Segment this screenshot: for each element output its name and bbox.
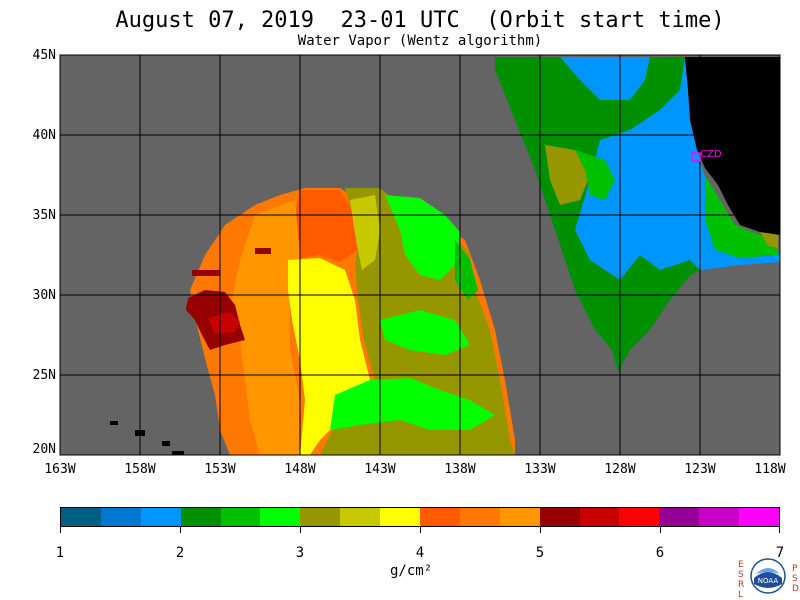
lat-label-30n: 30N bbox=[32, 288, 56, 303]
lon-label-148w: 148W bbox=[284, 462, 316, 477]
logo-letter-p: P bbox=[792, 564, 798, 574]
swath-lightorange-region bbox=[232, 200, 300, 455]
swath2-olive-region bbox=[545, 145, 590, 205]
colorbar-swatch bbox=[340, 508, 381, 526]
station-box-icon bbox=[691, 152, 701, 162]
logo-letter-s: S bbox=[738, 570, 744, 580]
swath-darkorange-region bbox=[290, 190, 358, 262]
lon-label-128w: 128W bbox=[604, 462, 636, 477]
lat-label-25n: 25N bbox=[32, 368, 56, 383]
lon-label-118w: 118W bbox=[754, 462, 786, 477]
colorbar-swatch bbox=[459, 508, 500, 526]
colorbar-label-4: 4 bbox=[415, 545, 425, 561]
swath2-coastal-green bbox=[705, 175, 778, 258]
colorbar-swatch bbox=[180, 508, 221, 526]
lon-label-163w: 163W bbox=[44, 462, 76, 477]
swath-darkgreen-patch bbox=[455, 240, 478, 300]
station-marker-czd: CZD bbox=[691, 149, 722, 162]
colorbar-label-1: 1 bbox=[55, 545, 65, 561]
lat-label-35n: 35N bbox=[32, 208, 56, 223]
logo-letter-r: R bbox=[738, 580, 745, 590]
land-california bbox=[685, 57, 780, 235]
swath-red-region bbox=[208, 312, 240, 334]
lat-label-45n: 45N bbox=[32, 48, 56, 63]
colorbar-swatch bbox=[61, 508, 101, 526]
colorbar-swatch bbox=[699, 508, 740, 526]
swath2-green-region bbox=[495, 57, 700, 372]
colorbar-swatch bbox=[420, 508, 460, 526]
colorbar-swatch bbox=[659, 508, 700, 526]
logo-letter-l: L bbox=[738, 590, 744, 600]
station-label: CZD bbox=[700, 149, 722, 160]
lon-label-133w: 133W bbox=[524, 462, 556, 477]
colorbar-swatch bbox=[380, 508, 421, 526]
swath-green-patch-north bbox=[385, 195, 460, 280]
swath2-coastal-olive bbox=[760, 232, 778, 248]
lon-label-143w: 143W bbox=[364, 462, 396, 477]
colorbar-label-7: 7 bbox=[775, 545, 785, 561]
seal-text: NOAA bbox=[758, 577, 779, 585]
lat-label-40n: 40N bbox=[32, 128, 56, 143]
water-vapor-map: CZD bbox=[59, 54, 781, 456]
colorbar-tick bbox=[60, 527, 61, 533]
grid-lines bbox=[60, 55, 780, 455]
noaa-seal-icon: NOAA bbox=[750, 558, 786, 594]
colorbar-label-2: 2 bbox=[175, 545, 185, 561]
island-4 bbox=[172, 451, 184, 455]
colorbar-swatch bbox=[300, 508, 341, 526]
island-1 bbox=[110, 421, 118, 425]
page-title: August 07, 2019 23-01 UTC (Orbit start t… bbox=[115, 8, 725, 33]
swath-green-patch-mid bbox=[380, 310, 470, 355]
lon-label-138w: 138W bbox=[444, 462, 476, 477]
colorbar-tick bbox=[300, 527, 301, 533]
colorbar-swatch bbox=[619, 508, 660, 526]
swath-green-patch-south bbox=[330, 378, 495, 430]
colorbar bbox=[60, 507, 780, 527]
colorbar-swatch bbox=[579, 508, 620, 526]
colorbar-label-6: 6 bbox=[655, 545, 665, 561]
colorbar-tick bbox=[180, 527, 181, 533]
page-subtitle: Water Vapor (Wentz algorithm) bbox=[297, 33, 543, 49]
island-3 bbox=[162, 441, 170, 446]
colorbar-swatch bbox=[260, 508, 301, 526]
colorbar-tick bbox=[779, 527, 780, 533]
colorbar-tick bbox=[660, 527, 661, 533]
colorbar-swatch bbox=[140, 508, 181, 526]
swath-yellowolive-region bbox=[350, 195, 380, 270]
lon-label-153w: 153W bbox=[204, 462, 236, 477]
swath2-lightgreen-region bbox=[575, 150, 615, 200]
colorbar-swatch bbox=[739, 508, 780, 526]
logo-letter-d: D bbox=[792, 584, 799, 594]
colorbar-label-5: 5 bbox=[535, 545, 545, 561]
lat-label-20n: 20N bbox=[32, 442, 56, 457]
noaa-logo: E S R L NOAA P S D bbox=[732, 556, 800, 600]
colorbar-swatch bbox=[100, 508, 141, 526]
map-frame bbox=[59, 54, 781, 456]
colorbar-units: g/cm² bbox=[390, 563, 433, 579]
swath-darkred-streak-2 bbox=[255, 248, 271, 254]
colorbar-swatch bbox=[539, 508, 580, 526]
colorbar-label-3: 3 bbox=[295, 545, 305, 561]
colorbar-swatch bbox=[499, 508, 540, 526]
lon-label-123w: 123W bbox=[684, 462, 716, 477]
swath-darkred-streak bbox=[192, 270, 220, 276]
logo-letter-s2: S bbox=[792, 574, 798, 584]
logo-letter-e: E bbox=[738, 560, 744, 570]
colorbar-swatch bbox=[220, 508, 261, 526]
lon-label-158w: 158W bbox=[124, 462, 156, 477]
colorbar-tick bbox=[420, 527, 421, 533]
colorbar-tick bbox=[540, 527, 541, 533]
